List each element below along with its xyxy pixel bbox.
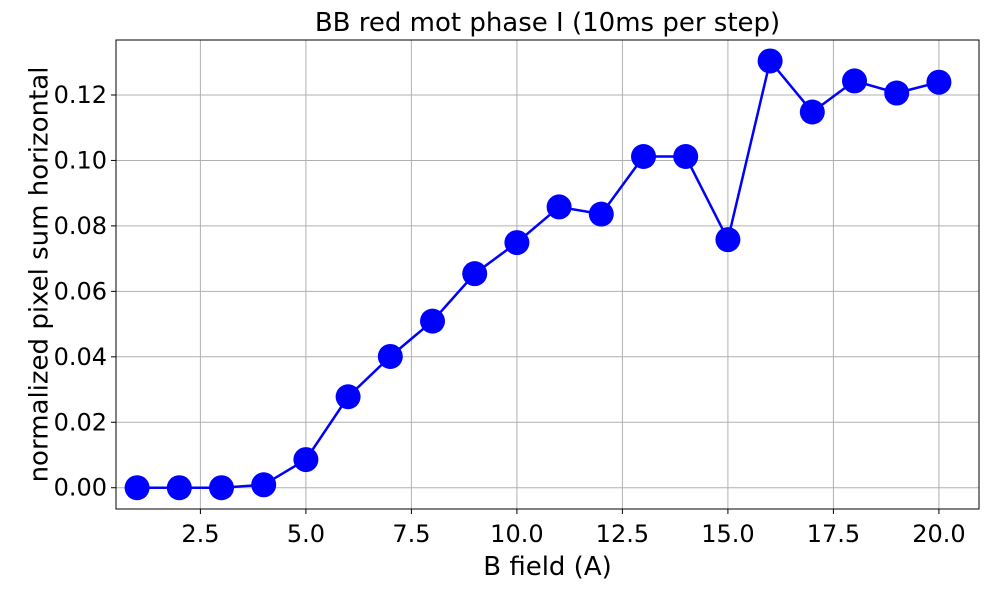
y-tick-label: 0.12 [54, 81, 107, 109]
y-tick-label: 0.00 [54, 474, 107, 502]
data-point [757, 48, 783, 74]
data-point [377, 343, 403, 369]
y-tick-label: 0.10 [54, 146, 107, 174]
data-point [884, 80, 910, 106]
data-point [293, 447, 319, 473]
data-point [251, 472, 277, 498]
plot-area [115, 39, 980, 510]
data-point [504, 230, 530, 256]
y-tick-label: 0.02 [54, 408, 107, 436]
grid [116, 40, 979, 509]
data-point [166, 475, 192, 501]
data-point [420, 308, 446, 334]
y-tick-label: 0.06 [54, 277, 107, 305]
x-tick-label: 17.5 [807, 520, 860, 548]
data-point [673, 144, 699, 170]
data-point [926, 69, 952, 95]
y-axis: 0.00 0.02 0.04 0.06 0.08 0.10 0.12 [54, 81, 116, 502]
chart-title: BB red mot phase I (10ms per step) [315, 8, 780, 38]
data-point [462, 261, 488, 287]
y-tick-label: 0.08 [54, 212, 107, 240]
x-tick-label: 15.0 [701, 520, 754, 548]
x-axis: 2.5 5.0 7.5 10.0 12.5 15.0 17.5 20.0 [181, 509, 966, 548]
data-point [546, 194, 572, 220]
data-point [209, 475, 235, 501]
x-tick-label: 5.0 [287, 520, 325, 548]
series-layer [124, 48, 952, 501]
data-point [335, 384, 361, 410]
data-point [124, 475, 150, 501]
x-tick-label: 12.5 [596, 520, 649, 548]
data-point [588, 201, 614, 227]
x-tick-label: 7.5 [392, 520, 430, 548]
x-tick-label: 20.0 [912, 520, 965, 548]
data-point [715, 227, 741, 253]
x-tick-label: 2.5 [181, 520, 219, 548]
data-point [631, 144, 657, 170]
data-point [799, 99, 825, 125]
series-line [137, 58, 940, 489]
x-axis-label: B field (A) [483, 552, 612, 582]
y-tick-label: 0.04 [54, 343, 107, 371]
data-point [842, 68, 868, 94]
y-axis-label: normalized pixel sum horizontal [25, 67, 55, 483]
x-tick-label: 10.0 [490, 520, 543, 548]
